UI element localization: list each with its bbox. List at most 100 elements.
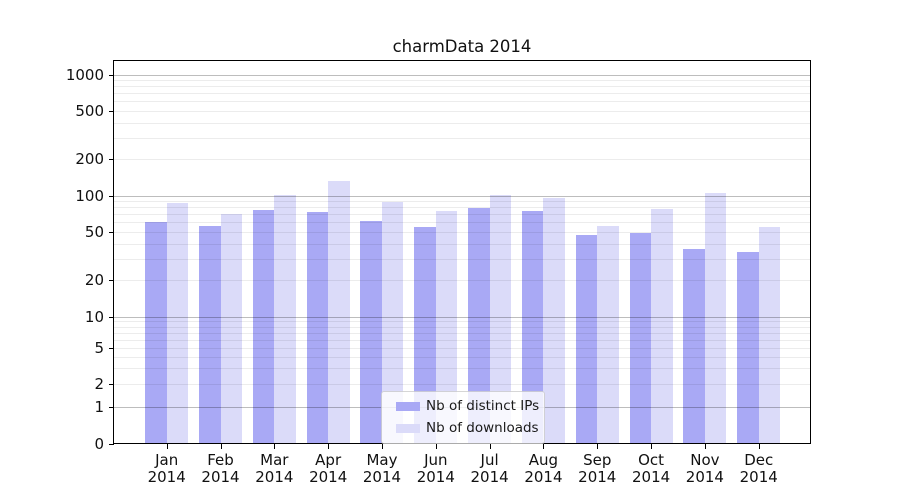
bar-downloads-sep [597, 225, 619, 444]
chart-title: charmData 2014 [392, 37, 532, 56]
gridline-minor [114, 207, 810, 209]
gridline-minor [114, 280, 810, 282]
bar-downloads-feb [220, 214, 243, 444]
x-tick-jul [489, 444, 491, 449]
bar-distinct-ips-mar [252, 209, 275, 444]
gridline-minor [114, 368, 810, 370]
legend-swatch-downloads [396, 424, 420, 433]
x-tick-aug [543, 444, 545, 449]
gridline-minor [114, 348, 810, 349]
y-tick-label-50: 50 [84, 222, 104, 241]
gridline-minor [114, 384, 810, 385]
gridline-minor [114, 339, 810, 341]
y-tick-50 [109, 231, 114, 233]
y-tick-label-500: 500 [75, 101, 104, 120]
x-tick-dec [758, 444, 760, 449]
gridline-minor [114, 356, 810, 358]
x-tick-label-dec: Dec 2014 [739, 451, 778, 486]
y-tick-200 [109, 159, 114, 161]
y-tick-label-1: 1 [94, 397, 104, 416]
legend-label-distinct-ips: Nb of distinct IPs [426, 398, 540, 414]
legend-entry-distinct-ips: Nb of distinct IPs [396, 398, 540, 415]
bar-downloads-apr [328, 180, 350, 444]
x-tick-may [381, 444, 383, 449]
gridline-major [114, 195, 810, 197]
bar-downloads-jul [489, 194, 512, 444]
gridline-minor [114, 332, 810, 334]
y-tick-20 [109, 280, 114, 282]
gridline-minor [114, 258, 810, 260]
x-tick-jun [435, 444, 437, 449]
bar-downloads-nov [704, 193, 727, 444]
bar-distinct-ips-nov [683, 249, 705, 444]
gridline-minor [114, 93, 810, 95]
x-tick-label-aug: Aug 2014 [524, 451, 563, 486]
bar-distinct-ips-may [360, 220, 382, 444]
y-tick-0 [109, 443, 114, 445]
x-tick-label-jul: Jul 2014 [470, 451, 509, 486]
x-tick-label-may: May 2014 [362, 451, 402, 486]
gridline-minor [114, 321, 810, 323]
bar-downloads-jun [435, 210, 458, 444]
bar-distinct-ips-sep [575, 235, 598, 444]
gridline-minor [114, 222, 810, 224]
bar-distinct-ips-jan [145, 222, 167, 444]
y-tick-label-100: 100 [75, 186, 104, 205]
x-tick-apr [328, 444, 330, 449]
y-tick-label-2: 2 [94, 375, 104, 393]
gridline-minor [114, 201, 810, 203]
y-tick-label-5: 5 [94, 339, 104, 357]
y-tick-label-10: 10 [84, 307, 104, 326]
x-tick-label-jan: Jan 2014 [147, 451, 186, 486]
bar-downloads-dec [758, 226, 781, 444]
bar-downloads-may [381, 202, 404, 444]
y-tick-1 [109, 406, 114, 408]
gridline-minor [114, 243, 810, 245]
legend: Nb of distinct IPs Nb of downloads [381, 391, 545, 444]
gridline-minor [114, 326, 810, 328]
bar-downloads-oct [651, 209, 673, 444]
bar-distinct-ips-dec [737, 252, 759, 444]
bar-distinct-ips-jul [468, 207, 490, 444]
x-tick-mar [274, 444, 276, 449]
y-tick-label-0: 0 [94, 434, 104, 453]
gridline-major [114, 74, 810, 76]
bar-distinct-ips-feb [199, 225, 221, 444]
y-tick-500 [109, 110, 114, 112]
x-tick-jan [166, 444, 168, 449]
gridline-minor [114, 231, 810, 233]
x-tick-label-sep: Sep 2014 [578, 451, 617, 486]
x-tick-label-feb: Feb 2014 [201, 451, 240, 486]
y-tick-label-20: 20 [84, 271, 104, 290]
x-tick-label-jun: Jun 2014 [416, 451, 455, 486]
legend-swatch-distinct-ips [396, 402, 420, 411]
gridline-minor [114, 214, 810, 216]
x-tick-sep [597, 444, 599, 449]
bar-distinct-ips-aug [521, 211, 544, 444]
y-tick-label-1000: 1000 [65, 65, 104, 84]
bar-distinct-ips-oct [629, 232, 652, 444]
gridline-minor [114, 80, 810, 82]
x-tick-nov [704, 444, 706, 449]
bar-distinct-ips-jun [414, 226, 436, 444]
bar-downloads-mar [274, 194, 296, 444]
legend-entry-downloads: Nb of downloads [396, 420, 539, 437]
x-tick-label-mar: Mar 2014 [255, 451, 294, 486]
x-tick-label-nov: Nov 2014 [685, 451, 724, 486]
y-tick-100 [109, 195, 114, 197]
y-tick-5 [109, 348, 114, 349]
y-tick-label-200: 200 [75, 150, 104, 169]
gridline-minor [114, 137, 810, 139]
gridline-major [114, 316, 810, 318]
bar-downloads-aug [543, 198, 565, 444]
gridline-minor [114, 86, 810, 88]
gridline-minor [114, 110, 810, 112]
gridline-minor [114, 122, 810, 124]
bar-distinct-ips-apr [306, 212, 329, 444]
legend-label-downloads: Nb of downloads [426, 420, 539, 436]
y-tick-2 [109, 384, 114, 385]
plot-border [113, 60, 811, 444]
x-tick-oct [651, 444, 653, 449]
gridline-minor [114, 101, 810, 103]
